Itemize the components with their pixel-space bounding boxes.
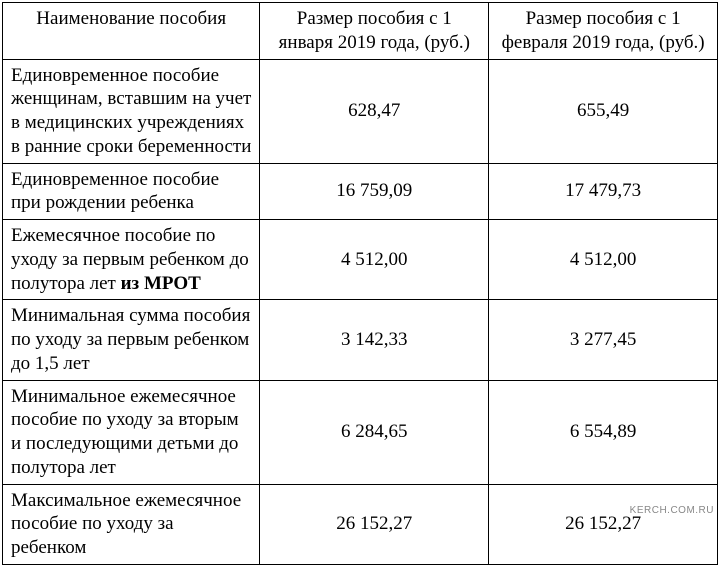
col-header-name: Наименование пособия xyxy=(3,3,260,60)
benefit-label: Минимальное ежемесячное пособие по уходу… xyxy=(3,380,260,484)
benefit-feb: 17 479,73 xyxy=(489,163,718,220)
table-row: Минимальное ежемесячное пособие по уходу… xyxy=(3,380,718,484)
col-header-jan: Размер пособия с 1 января 2019 года, (ру… xyxy=(260,3,489,60)
label-text: Минимальная сумма пособия по уходу за пе… xyxy=(11,305,250,374)
benefit-feb: 3 277,45 xyxy=(489,300,718,380)
label-text: Максимальное ежемесячное пособие по уход… xyxy=(11,490,241,559)
benefit-jan: 26 152,27 xyxy=(260,484,489,564)
benefit-jan: 6 284,65 xyxy=(260,380,489,484)
benefit-jan: 16 759,09 xyxy=(260,163,489,220)
benefits-table: Наименование пособия Размер пособия с 1 … xyxy=(2,2,718,565)
benefit-jan: 628,47 xyxy=(260,59,489,163)
benefit-feb: 655,49 xyxy=(489,59,718,163)
benefit-label: Единовременное пособие женщинам, вставши… xyxy=(3,59,260,163)
watermark: KERCH.COM.RU xyxy=(630,505,714,516)
benefit-label: Минимальная сумма пособия по уходу за пе… xyxy=(3,300,260,380)
benefit-jan: 3 142,33 xyxy=(260,300,489,380)
label-bold: из МРОТ xyxy=(121,273,201,294)
table-row: Единовременное пособие при рождении ребе… xyxy=(3,163,718,220)
table-row: Единовременное пособие женщинам, вставши… xyxy=(3,59,718,163)
table-row: Ежемесячное пособие по уходу за первым р… xyxy=(3,220,718,300)
benefit-jan: 4 512,00 xyxy=(260,220,489,300)
table-row: Минимальная сумма пособия по уходу за пе… xyxy=(3,300,718,380)
table-row: Максимальное ежемесячное пособие по уход… xyxy=(3,484,718,564)
label-text: Единовременное пособие при рождении ребе… xyxy=(11,169,219,214)
table-header-row: Наименование пособия Размер пособия с 1 … xyxy=(3,3,718,60)
label-text: Единовременное пособие женщинам, вставши… xyxy=(11,65,251,157)
benefit-label: Единовременное пособие при рождении ребе… xyxy=(3,163,260,220)
benefit-feb: 4 512,00 xyxy=(489,220,718,300)
benefit-label: Ежемесячное пособие по уходу за первым р… xyxy=(3,220,260,300)
benefit-feb: 26 152,27 xyxy=(489,484,718,564)
col-header-feb: Размер пособия с 1 февраля 2019 года, (р… xyxy=(489,3,718,60)
benefit-label: Максимальное ежемесячное пособие по уход… xyxy=(3,484,260,564)
label-text: Минимальное ежемесячное пособие по уходу… xyxy=(11,386,239,478)
benefit-feb: 6 554,89 xyxy=(489,380,718,484)
